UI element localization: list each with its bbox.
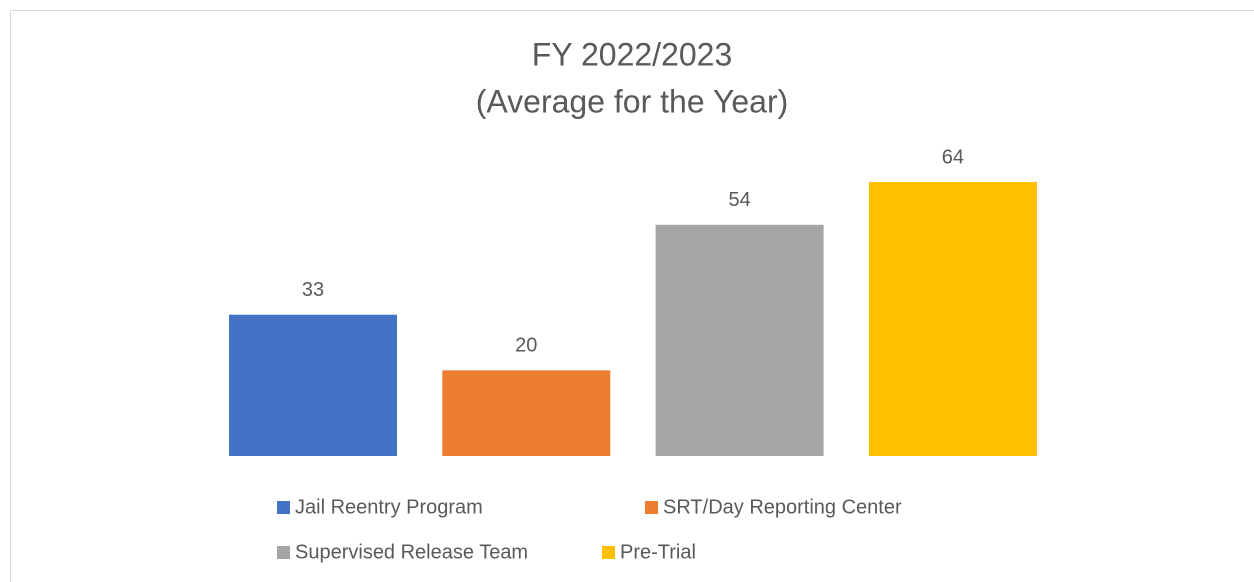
bar — [229, 314, 397, 456]
legend-label: Jail Reentry Program — [295, 496, 483, 518]
chart-title: FY 2022/2023 — [532, 36, 732, 72]
data-label: 33 — [302, 279, 324, 301]
legend-label: SRT/Day Reporting Center — [663, 496, 902, 518]
legend-label: Pre-Trial — [620, 541, 696, 563]
data-label: 64 — [942, 146, 964, 168]
legend-swatch — [277, 546, 290, 559]
bar — [868, 182, 1037, 456]
legend-swatch — [602, 546, 615, 559]
legend-swatch — [645, 501, 658, 514]
legend-label: Supervised Release Team — [295, 541, 528, 563]
data-label: 54 — [728, 189, 750, 211]
legend-swatch — [277, 501, 290, 514]
chart-subtitle: (Average for the Year) — [476, 83, 789, 119]
bar — [655, 224, 824, 456]
bar — [442, 370, 611, 456]
chart-frame — [10, 10, 1254, 582]
data-label: 20 — [515, 335, 537, 357]
